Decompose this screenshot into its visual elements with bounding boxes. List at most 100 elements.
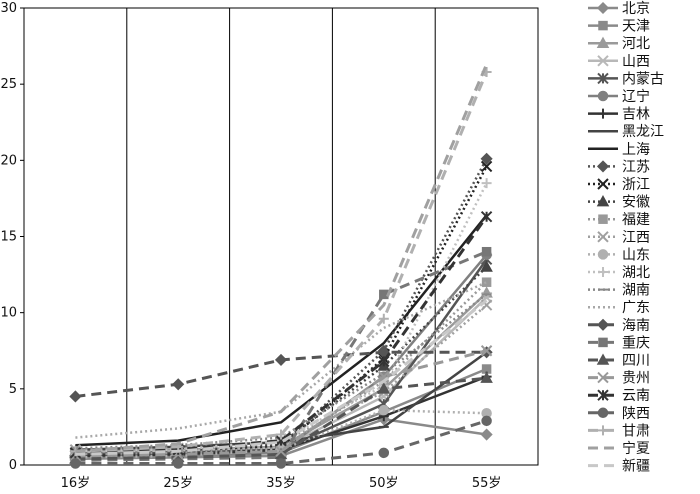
data-point	[480, 160, 493, 173]
legend-label: 黑龙江	[622, 124, 664, 140]
data-point	[481, 277, 492, 287]
series-16	[70, 178, 492, 457]
data-point	[275, 445, 287, 457]
legend-marker	[598, 337, 608, 348]
legend-item: 宁夏	[588, 440, 650, 457]
data-point	[274, 353, 288, 366]
legend-label: 山东	[622, 247, 650, 263]
series-line	[75, 214, 488, 447]
legend-marker	[598, 108, 608, 119]
legend-label: 上海	[622, 142, 650, 158]
legend-item: 贵州	[588, 371, 650, 387]
legend-item: 江苏	[588, 159, 650, 175]
legend-label: 内蒙古	[622, 71, 664, 87]
data-point	[480, 428, 493, 441]
legend-item: 辽宁	[588, 88, 650, 105]
legend-label: 吉林	[622, 107, 650, 123]
legend-marker	[596, 36, 610, 48]
legend-item: 陕西	[588, 406, 650, 422]
legend-label: 新疆	[622, 459, 650, 475]
data-point	[480, 210, 493, 223]
y-tick-label: 30	[0, 1, 17, 16]
data-point	[172, 458, 184, 469]
data-point	[378, 355, 390, 368]
legend-marker	[596, 160, 610, 173]
legend: 北京天津河北山西内蒙古辽宁吉林黑龙江上海江苏浙江安徽福建江西山东湖北湖南广东海南…	[588, 1, 664, 475]
data-point	[480, 371, 493, 383]
series-line	[75, 349, 487, 458]
data-point	[480, 152, 493, 165]
x-tick-label: 25岁	[163, 476, 193, 491]
legend-item: 山东	[588, 247, 650, 263]
legend-item: 天津	[588, 19, 650, 35]
y-tick-label: 5	[9, 382, 17, 397]
legend-marker	[597, 90, 609, 102]
data-point	[378, 404, 390, 416]
legend-label: 山西	[622, 54, 650, 70]
legend-item: 湖南	[588, 283, 650, 299]
data-point	[70, 458, 81, 469]
legend-item: 湖北	[588, 265, 650, 281]
data-point	[378, 313, 389, 324]
legend-label: 宁夏	[622, 440, 650, 457]
legend-item: 吉林	[588, 107, 650, 123]
x-tick-label: 35岁	[266, 476, 296, 491]
legend-marker	[597, 371, 609, 384]
legend-label: 河北	[622, 36, 650, 52]
legend-marker	[597, 249, 609, 260]
legend-item: 广东	[588, 300, 650, 316]
series-line	[75, 250, 488, 462]
legend-item: 江西	[588, 230, 650, 246]
y-tick-label: 20	[0, 153, 17, 168]
x-tick-label: 50岁	[369, 476, 399, 491]
y-tick-label: 0	[9, 458, 17, 473]
legend-marker	[596, 318, 610, 331]
legend-item: 重庆	[588, 335, 650, 351]
legend-label: 浙江	[622, 177, 650, 193]
series-line	[75, 419, 488, 465]
legend-label: 北京	[622, 1, 650, 17]
legend-marker	[597, 231, 609, 243]
data-point	[480, 345, 493, 357]
legend-marker	[597, 72, 609, 85]
legend-item: 新疆	[588, 459, 650, 475]
series-line	[75, 281, 488, 456]
series-27	[75, 299, 488, 456]
legend-item: 北京	[588, 1, 650, 17]
legend-item: 山西	[588, 54, 650, 70]
legend-marker	[597, 55, 609, 67]
legend-item: 安徽	[588, 195, 650, 211]
legend-marker	[596, 353, 610, 365]
legend-label: 安徽	[622, 195, 650, 211]
legend-item: 福建	[588, 212, 650, 228]
legend-label: 福建	[622, 212, 650, 228]
y-tick-label: 10	[0, 306, 17, 321]
legend-label: 贵州	[622, 371, 650, 387]
data-point	[172, 378, 185, 391]
legend-label: 辽宁	[622, 88, 650, 105]
legend-label: 广东	[622, 300, 650, 316]
series-line	[75, 376, 487, 461]
y-tick-label: 25	[0, 77, 17, 92]
legend-marker	[598, 425, 608, 436]
legend-marker	[596, 195, 610, 207]
series-line	[75, 296, 488, 455]
y-tick-label: 15	[0, 230, 17, 245]
legend-item: 海南	[588, 318, 650, 334]
legend-item: 浙江	[588, 177, 650, 193]
series-25	[70, 66, 492, 457]
legend-label: 江苏	[622, 159, 650, 175]
legend-marker	[598, 267, 608, 277]
legend-label: 四川	[622, 353, 650, 369]
legend-marker	[598, 20, 608, 31]
y-axis-tick-labels: 0 5 10 15 20 25 30	[0, 1, 24, 473]
series-9	[75, 214, 488, 447]
series-line	[75, 63, 488, 453]
data-point	[276, 429, 286, 440]
data-point	[378, 447, 390, 459]
series-26	[75, 63, 488, 453]
series-lines	[69, 63, 493, 469]
series-line	[75, 215, 488, 455]
legend-marker	[597, 389, 609, 401]
legend-label: 江西	[622, 230, 650, 246]
